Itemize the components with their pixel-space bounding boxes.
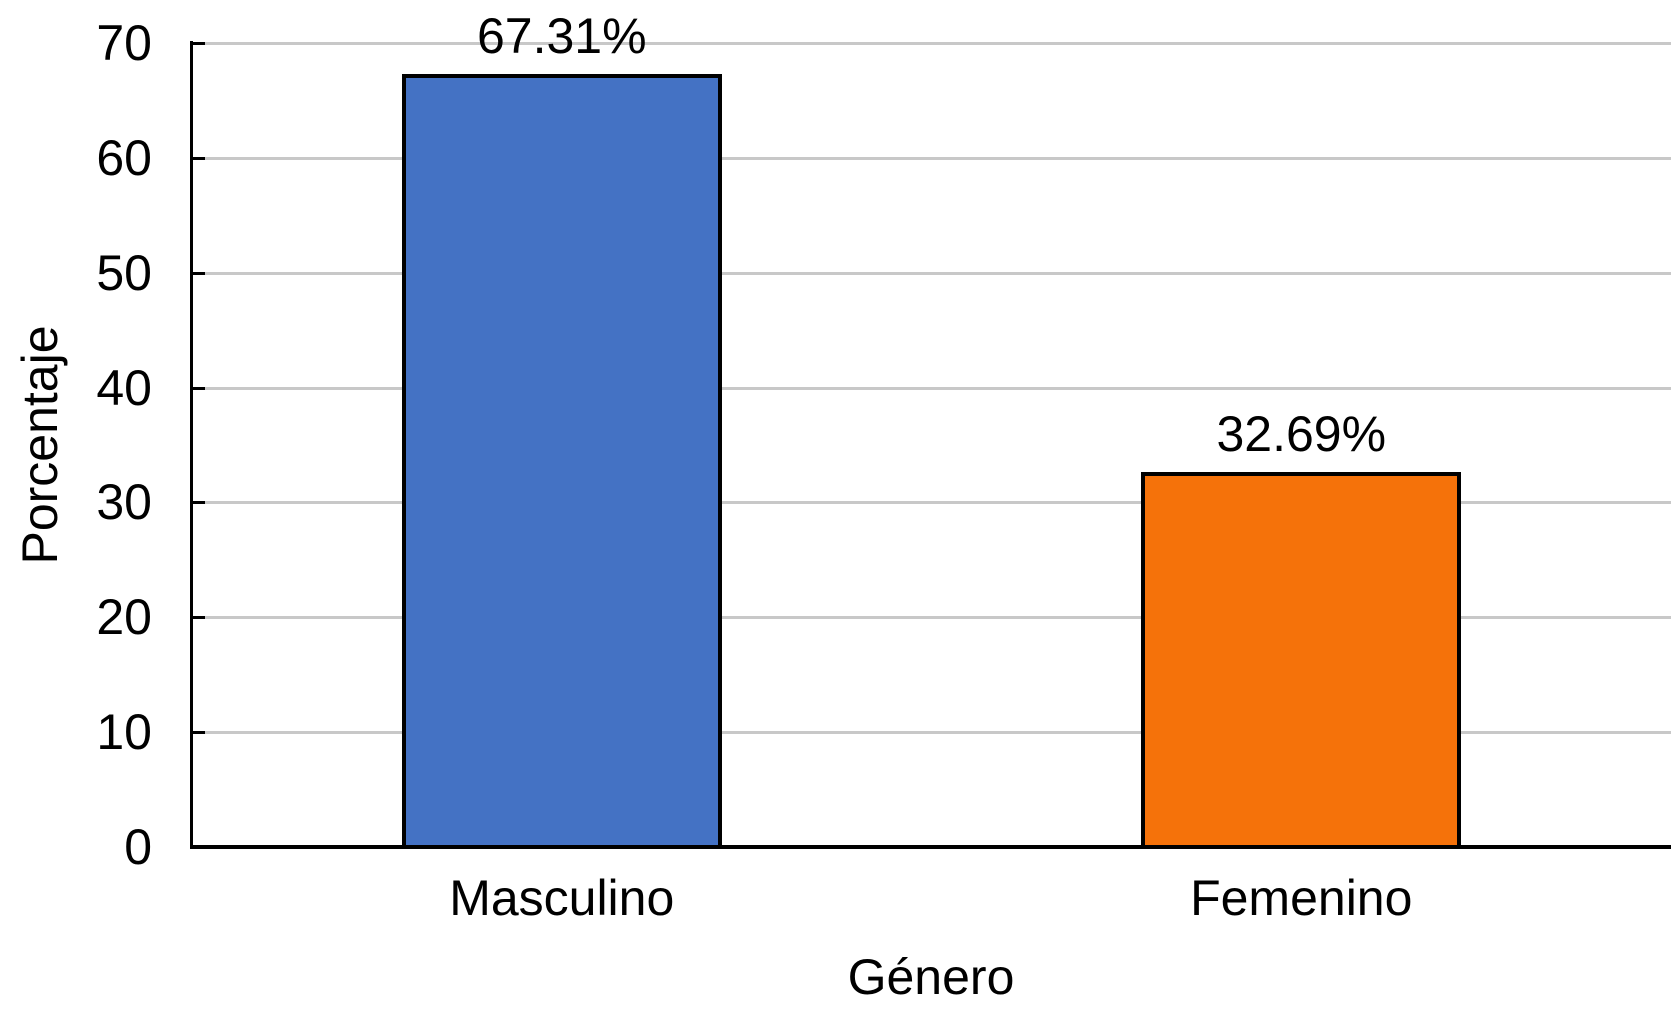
x-axis-line bbox=[190, 845, 1671, 849]
y-tick-label: 0 bbox=[124, 819, 152, 875]
y-gridline bbox=[192, 156, 1671, 160]
category-label: Masculino bbox=[449, 870, 675, 926]
y-tick-mark bbox=[192, 731, 205, 735]
y-gridline bbox=[192, 616, 1671, 620]
y-tick-label: 20 bbox=[96, 589, 152, 646]
y-tick-label: 60 bbox=[96, 129, 152, 186]
y-tick-mark bbox=[192, 156, 205, 160]
y-tick-mark bbox=[192, 42, 205, 45]
category-label: Femenino bbox=[1190, 870, 1413, 926]
bar-value-label: 67.31% bbox=[476, 8, 647, 64]
y-tick-label: 50 bbox=[96, 244, 152, 301]
y-gridline bbox=[192, 731, 1671, 735]
bar-femenino bbox=[1141, 472, 1462, 849]
y-tick-mark bbox=[192, 501, 205, 505]
y-gridline bbox=[192, 42, 1671, 45]
y-tick-label: 40 bbox=[96, 359, 152, 416]
y-tick-mark bbox=[192, 386, 205, 390]
y-tick-label: 10 bbox=[96, 704, 152, 761]
x-axis-title: Género bbox=[847, 949, 1015, 1005]
y-gridline bbox=[192, 501, 1671, 505]
y-axis-title: Porcentaje bbox=[12, 325, 68, 565]
bar-masculino bbox=[401, 74, 722, 849]
y-tick-mark bbox=[192, 271, 205, 275]
y-tick-label: 70 bbox=[96, 15, 152, 71]
y-gridline bbox=[192, 271, 1671, 275]
y-tick-label: 30 bbox=[96, 474, 152, 531]
bar-value-label: 32.69% bbox=[1216, 406, 1387, 462]
y-gridline bbox=[192, 386, 1671, 390]
y-tick-mark bbox=[192, 616, 205, 620]
y-axis-line bbox=[190, 41, 193, 847]
